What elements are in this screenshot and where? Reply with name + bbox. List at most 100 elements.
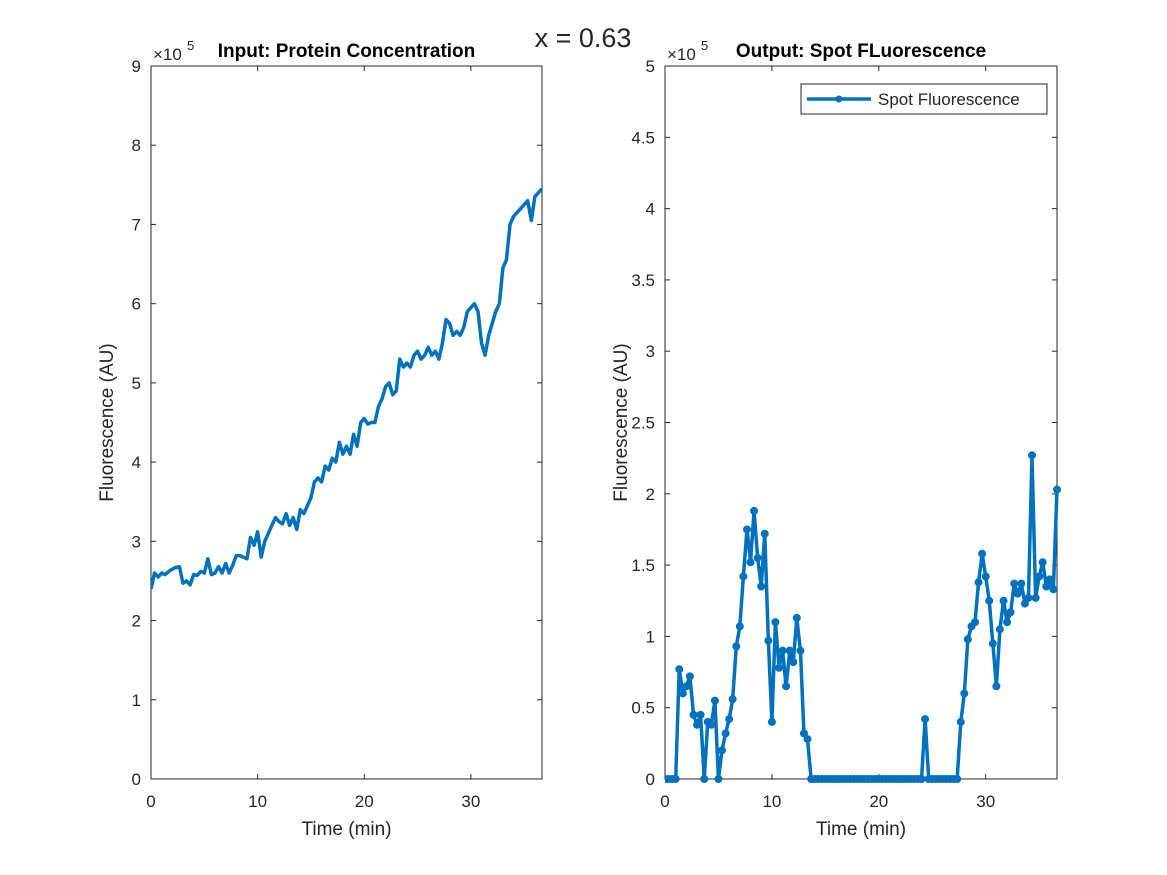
data-point: [789, 658, 798, 667]
data-point: [796, 646, 805, 655]
data-point: [742, 525, 751, 534]
x-tick-label: 0: [146, 792, 155, 811]
data-point: [785, 646, 794, 655]
x-tick-label: 30: [976, 792, 995, 811]
y-tick-label: 3: [132, 532, 141, 551]
y-axis-label: Fluorescence (AU): [611, 343, 632, 501]
data-point: [757, 582, 766, 591]
data-point: [1010, 579, 1019, 588]
data-point: [1024, 593, 1033, 602]
data-point: [671, 775, 680, 783]
data-point: [1017, 579, 1026, 588]
data-point: [981, 572, 990, 581]
data-point: [995, 625, 1004, 634]
y-tick-label: 5: [132, 374, 141, 393]
data-point: [678, 689, 687, 698]
y-tick-label: 2: [646, 485, 655, 504]
data-point: [956, 717, 965, 726]
data-point: [1053, 485, 1061, 494]
legend-marker: [835, 95, 843, 103]
x-tick-label: 10: [762, 792, 781, 811]
data-point: [978, 549, 987, 558]
plot-area: [151, 187, 544, 590]
data-point: [799, 729, 808, 738]
data-point: [971, 618, 980, 627]
data-point: [1027, 451, 1036, 460]
data-point: [764, 636, 773, 645]
x-tick-label: 10: [248, 792, 267, 811]
y-tick-label: 4.5: [631, 128, 655, 147]
data-point: [1031, 593, 1040, 602]
y-tick-label: 0: [132, 770, 141, 789]
data-point: [1049, 585, 1058, 594]
data-point: [775, 663, 784, 672]
data-point: [963, 635, 972, 644]
y-tick-label: 3: [646, 342, 655, 361]
y-tick-label: 1: [132, 691, 141, 710]
data-point: [1035, 572, 1044, 581]
data-point: [917, 775, 926, 783]
plot-area: [665, 451, 1061, 783]
x-tick-label: 30: [461, 792, 480, 811]
data-point: [710, 696, 719, 705]
data-point: [753, 553, 762, 562]
data-point: [792, 613, 801, 622]
data-point: [696, 710, 705, 719]
data-point: [953, 775, 962, 783]
y-tick-label: 6: [132, 295, 141, 314]
data-point: [960, 689, 969, 698]
y-tick-label: 0.5: [631, 699, 655, 718]
data-point: [725, 715, 734, 724]
data-point: [714, 775, 723, 783]
y-tick-label: 3.5: [631, 271, 655, 290]
x-axis-label: Time (min): [816, 819, 906, 840]
y-tick-label: 1: [646, 627, 655, 646]
y-tick-label: 5: [646, 57, 655, 76]
data-point: [778, 646, 787, 655]
data-point: [750, 506, 759, 515]
data-point: [721, 729, 730, 738]
axes-title: Input: Protein Concentration: [218, 41, 476, 62]
data-point: [767, 717, 776, 726]
data-point: [732, 642, 741, 651]
data-point: [707, 720, 716, 729]
y-tick-label: 9: [132, 57, 141, 76]
y-axis-label: Fluorescence (AU): [97, 343, 118, 501]
y-scale-exponent: 5: [187, 38, 194, 53]
data-point: [921, 715, 930, 724]
data-point: [700, 775, 709, 783]
data-point: [803, 735, 812, 744]
data-point: [992, 682, 1001, 691]
y-tick-label: 1.5: [631, 556, 655, 575]
data-point: [682, 682, 691, 691]
data-line: [151, 187, 544, 590]
x-axis-label: Time (min): [301, 819, 391, 840]
data-point: [1003, 618, 1012, 627]
legend-label: Spot Fluorescence: [878, 90, 1020, 109]
data-point: [1020, 599, 1029, 608]
y-tick-label: 0: [646, 770, 655, 789]
data-point: [988, 639, 997, 648]
data-point: [1038, 558, 1047, 567]
y-scale-base: ×10: [153, 45, 182, 64]
y-scale-base: ×10: [667, 45, 696, 64]
y-tick-label: 2: [132, 612, 141, 631]
x-tick-label: 20: [869, 792, 888, 811]
data-point: [728, 695, 737, 704]
x-tick-label: 0: [660, 792, 669, 811]
data-point: [999, 596, 1008, 605]
data-point: [746, 558, 755, 567]
data-point: [985, 596, 994, 605]
axes-box: [150, 65, 543, 780]
data-point: [717, 746, 726, 755]
axes-title: Output: Spot FLuorescence: [736, 41, 986, 62]
y-scale-exponent: 5: [701, 38, 708, 53]
data-point: [974, 578, 983, 587]
data-point: [1013, 589, 1022, 598]
data-point: [739, 572, 748, 581]
data-point: [760, 529, 769, 538]
data-point: [735, 622, 744, 631]
data-point: [771, 618, 780, 627]
